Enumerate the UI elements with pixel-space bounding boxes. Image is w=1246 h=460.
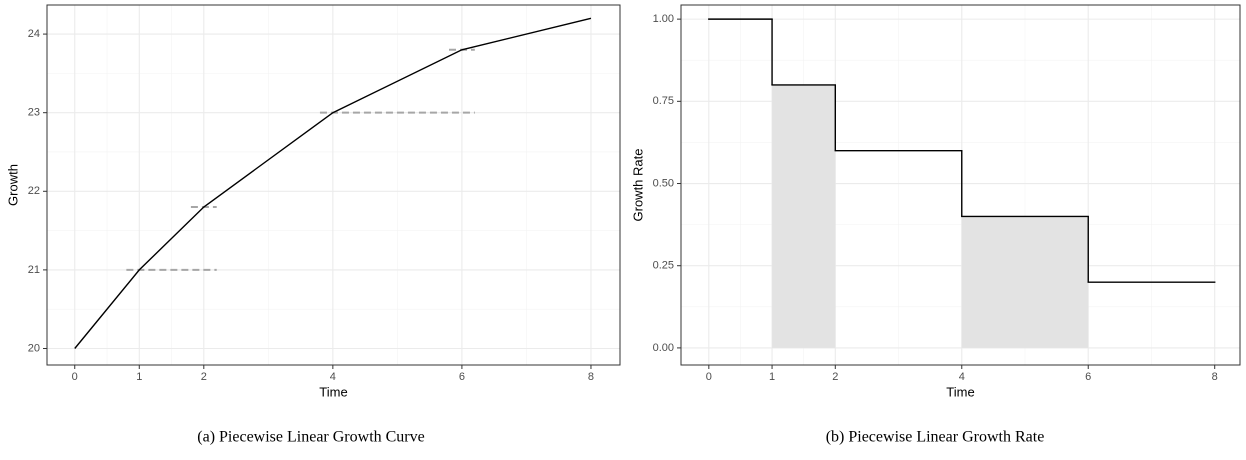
- x-tick-label: 4: [330, 371, 336, 383]
- y-tick-label: 24: [28, 28, 40, 40]
- x-axis-title: Time: [319, 384, 347, 399]
- y-tick-label: 20: [28, 342, 40, 354]
- growth-line: [74, 17, 592, 349]
- shaded-area: [772, 84, 836, 348]
- y-tick-label: 0.50: [653, 177, 674, 189]
- x-tick-label: 2: [201, 371, 207, 383]
- x-tick-label: 2: [832, 371, 838, 383]
- y-tick-label: 21: [28, 264, 40, 276]
- x-tick-label: 1: [136, 371, 142, 383]
- y-tick-label: 23: [28, 107, 40, 119]
- y-tick-label: 0.00: [653, 342, 674, 354]
- y-tick-label: 0.75: [653, 95, 674, 107]
- x-tick-label: 0: [706, 371, 712, 383]
- x-tick-label: 6: [1085, 371, 1091, 383]
- x-tick-label: 4: [959, 371, 965, 383]
- y-tick-label: 0.25: [653, 260, 674, 272]
- shaded-area: [961, 216, 1089, 348]
- x-tick-label: 8: [1212, 371, 1218, 383]
- y-axis-title: Growth: [5, 164, 20, 206]
- plot-border: [680, 4, 1241, 366]
- x-tick-label: 6: [459, 371, 465, 383]
- y-axis-title: Growth Rate: [630, 149, 645, 222]
- x-tick-label: 8: [588, 371, 594, 383]
- x-axis-title: Time: [946, 384, 974, 399]
- caption: (b) Piecewise Linear Growth Rate: [826, 429, 1045, 446]
- y-tick-label: 22: [28, 185, 40, 197]
- x-tick-label: 1: [769, 371, 775, 383]
- x-tick-label: 0: [72, 371, 78, 383]
- caption: (a) Piecewise Linear Growth Curve: [197, 429, 424, 446]
- y-tick-label: 1.00: [653, 13, 674, 25]
- plot-border: [46, 4, 621, 366]
